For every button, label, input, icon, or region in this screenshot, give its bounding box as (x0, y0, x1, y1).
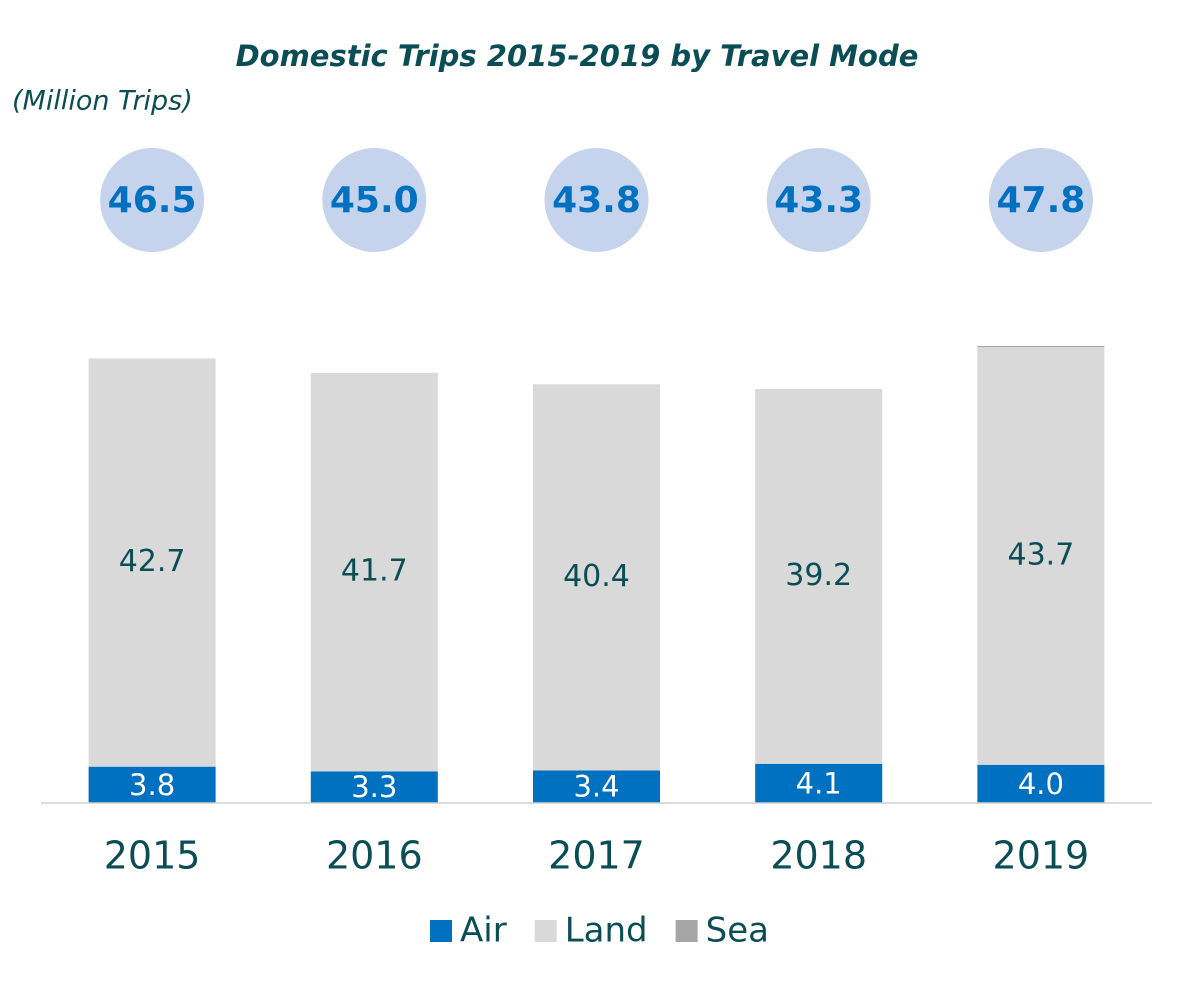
total-label: 47.8 (996, 180, 1085, 221)
total-bubble (544, 148, 649, 252)
x-tick-label: 2019 (993, 834, 1090, 878)
bar-segment (755, 763, 883, 803)
bar-segment (88, 766, 216, 803)
bar-segment (533, 384, 660, 771)
legend-label: Air (460, 911, 507, 951)
x-tick-label: 2018 (770, 834, 867, 878)
bar-segment (310, 771, 438, 803)
data-label: 4.0 (1018, 767, 1064, 801)
chart-subtitle: (Million Trips) (12, 86, 193, 117)
bar-segment (755, 389, 883, 764)
x-tick-label: 2017 (548, 834, 645, 878)
legend-swatch (430, 920, 452, 942)
legend-label: Land (565, 911, 648, 951)
x-tick-label: 2015 (104, 834, 201, 878)
total-label: 45.0 (330, 180, 419, 221)
total-label: 43.8 (552, 180, 641, 221)
total-label: 46.5 (108, 180, 197, 221)
data-label: 4.1 (796, 766, 842, 800)
data-label: 3.8 (129, 768, 175, 802)
data-label: 41.7 (341, 554, 408, 589)
legend-swatch (675, 920, 698, 942)
total-label: 43.3 (774, 180, 863, 221)
data-label: 3.4 (573, 770, 619, 804)
data-label: 42.7 (119, 544, 186, 579)
total-bubble (766, 148, 871, 252)
bar-segment (310, 372, 438, 772)
data-label: 39.2 (785, 558, 852, 593)
chart-title: Domestic Trips 2015-2019 by Travel Mode (236, 39, 919, 73)
bar-segment (977, 346, 1105, 765)
legend-swatch (534, 920, 557, 942)
data-label: 3.3 (351, 770, 397, 804)
data-label: 40.4 (563, 559, 630, 594)
data-label: 43.7 (1008, 537, 1075, 572)
total-bubble (100, 148, 205, 252)
bar-segment (977, 346, 1105, 347)
total-bubble (988, 148, 1093, 252)
x-tick-label: 2016 (326, 834, 423, 878)
bar-segment (88, 358, 216, 767)
legend-label: Sea (706, 911, 769, 951)
total-bubble (322, 148, 427, 252)
bar-segment (977, 764, 1105, 803)
bar-segment (533, 770, 660, 803)
